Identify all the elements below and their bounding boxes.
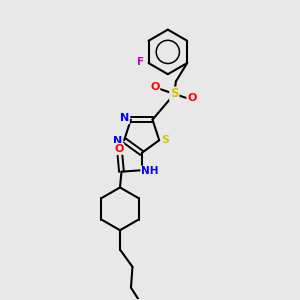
Text: S: S: [170, 88, 178, 100]
Text: F: F: [136, 57, 144, 67]
Text: S: S: [162, 135, 170, 145]
Text: O: O: [187, 93, 196, 103]
Text: NH: NH: [141, 167, 159, 176]
Text: O: O: [150, 82, 159, 92]
Text: O: O: [114, 144, 124, 154]
Text: N: N: [120, 113, 129, 123]
Text: N: N: [113, 136, 122, 146]
